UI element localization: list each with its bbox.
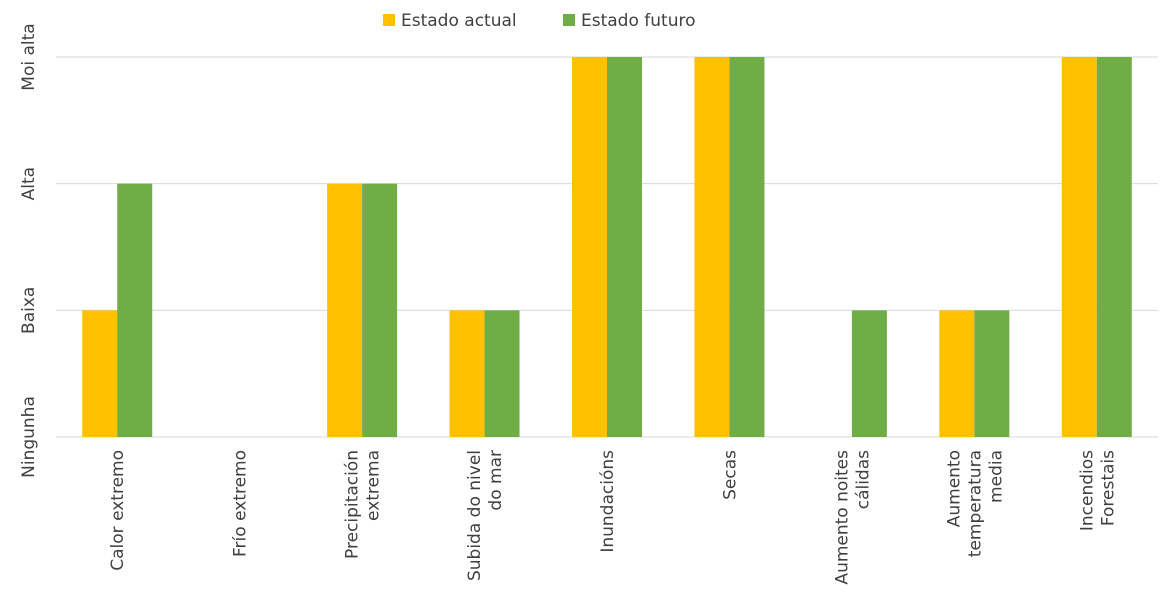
bar-actual xyxy=(82,310,118,437)
bar-futuro xyxy=(607,57,642,437)
x-tick-labels: Calor extremo Frío extremo Precipitación ex… xyxy=(108,450,1118,585)
bar-futuro xyxy=(362,183,398,437)
bar-futuro xyxy=(484,310,520,437)
legend: Estado actual Estado futuro xyxy=(383,11,696,31)
bar-actual xyxy=(694,57,730,437)
y-tick-label: Ningunha xyxy=(19,396,39,478)
x-tick-label: extrema xyxy=(364,450,384,521)
legend-label: Estado actual xyxy=(401,11,517,31)
x-tick-label: do mar xyxy=(486,450,506,511)
x-tick-label: temperatura xyxy=(965,450,985,557)
x-tick-label: Forestais xyxy=(1098,450,1118,526)
x-tick-label: Precipitación xyxy=(343,450,363,559)
x-tick-label: Secas xyxy=(720,450,740,500)
x-tick-label: Aumento xyxy=(944,450,964,527)
x-tick-label: Inundacións xyxy=(598,450,618,553)
x-tick-label: cálidas xyxy=(853,450,873,509)
bar-actual xyxy=(939,310,975,437)
x-tick-label: Incendios xyxy=(1077,450,1097,531)
bar-actual xyxy=(327,183,363,437)
x-tick-label: Frío extremo xyxy=(231,450,251,557)
legend-swatch xyxy=(563,14,575,26)
y-tick-label: Alta xyxy=(19,167,39,200)
x-tick-label: Aumento noites xyxy=(832,450,852,585)
bar-futuro xyxy=(851,310,887,437)
y-tick-label: Moi alta xyxy=(19,23,39,90)
bar-actual xyxy=(1061,57,1097,437)
bar-actual xyxy=(572,57,607,437)
x-tick-label: media xyxy=(986,450,1006,503)
bar-futuro xyxy=(974,310,1010,437)
bars xyxy=(82,57,1132,437)
legend-swatch xyxy=(383,14,395,26)
x-tick-label: Calor extremo xyxy=(108,450,128,571)
bar-futuro xyxy=(1096,57,1132,437)
bar-actual xyxy=(449,310,485,437)
bar-futuro xyxy=(117,183,153,437)
y-tick-label: Baixa xyxy=(19,287,39,334)
bar-futuro xyxy=(729,57,765,437)
legend-label: Estado futuro xyxy=(581,11,696,31)
x-tick-label: Subida do nivel xyxy=(465,450,485,581)
y-tick-labels: Ningunha Baixa Alta Moi alta xyxy=(19,23,39,478)
